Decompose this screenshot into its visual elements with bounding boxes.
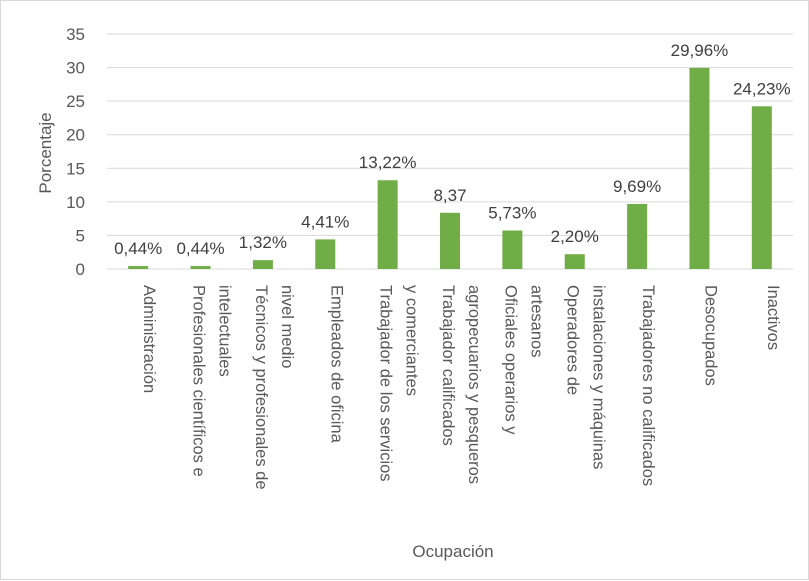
category-label: Profesionales científicos e xyxy=(190,285,208,477)
category-label: Inactivos xyxy=(764,285,782,350)
y-tick-label: 10 xyxy=(66,193,85,212)
data-label: 1,32% xyxy=(239,233,287,252)
y-tick-label: 20 xyxy=(66,126,85,145)
bar xyxy=(128,266,149,269)
bar xyxy=(564,254,585,269)
data-label: 29,96% xyxy=(671,41,729,60)
y-tick-label: 15 xyxy=(66,159,85,178)
bar xyxy=(440,212,460,269)
bar xyxy=(751,106,772,269)
category-label: nivel medio xyxy=(278,285,296,368)
y-axis-title: Porcentaje xyxy=(36,112,55,193)
y-axis-ticks: 0 5 10 15 20 25 30 35 xyxy=(66,25,85,279)
bar xyxy=(252,260,273,269)
category-label: Operadores de xyxy=(564,285,582,395)
data-labels: 0,44% 0,44% 1,32% 4,41% 13,22% 8,37 5,73% 2,20%… xyxy=(114,41,791,258)
bar xyxy=(315,239,336,269)
category-label: Empleados de oficina xyxy=(327,285,345,444)
y-tick-label: 25 xyxy=(66,92,85,111)
gridlines xyxy=(107,33,793,270)
category-label: agropecuarios y pesqueros xyxy=(465,285,483,484)
data-label: 2,20% xyxy=(551,227,599,246)
data-label: 8,37 xyxy=(433,186,466,205)
data-label: 9,69% xyxy=(613,177,661,196)
bar xyxy=(190,266,211,269)
x-axis-category-labels: Administración Profesionales científicos … xyxy=(140,285,782,490)
category-label: Trabajador calificados xyxy=(439,285,457,446)
bar xyxy=(689,67,710,269)
bar xyxy=(627,203,648,269)
y-tick-label: 0 xyxy=(76,260,85,279)
bar xyxy=(377,180,398,269)
data-label: 0,44% xyxy=(176,239,224,258)
category-label: artesanos xyxy=(527,285,545,357)
category-label: Trabajadores no calificados xyxy=(639,285,657,486)
y-tick-label: 5 xyxy=(76,226,85,245)
category-label: Desocupados xyxy=(701,285,719,386)
data-label: 4,41% xyxy=(301,212,349,231)
bar xyxy=(502,230,523,269)
category-label: Administración xyxy=(140,285,158,393)
category-label: intelectuales xyxy=(216,285,234,377)
y-tick-label: 30 xyxy=(66,59,85,78)
category-label: Oficiales operarios y xyxy=(501,285,519,435)
category-label: instalaciones y máquinas xyxy=(590,285,608,469)
data-label: 24,23% xyxy=(733,79,791,98)
data-label: 0,44% xyxy=(114,239,162,258)
category-label: Técnicos y profesionales de xyxy=(252,285,270,490)
data-label: 5,73% xyxy=(488,204,536,223)
x-axis-title: Ocupación xyxy=(412,542,493,561)
data-label: 13,22% xyxy=(359,153,417,172)
y-tick-label: 35 xyxy=(66,25,85,44)
category-label: y comerciantes xyxy=(403,285,421,396)
category-label: Trabajador de los servicios xyxy=(377,285,395,482)
bars xyxy=(128,67,772,269)
